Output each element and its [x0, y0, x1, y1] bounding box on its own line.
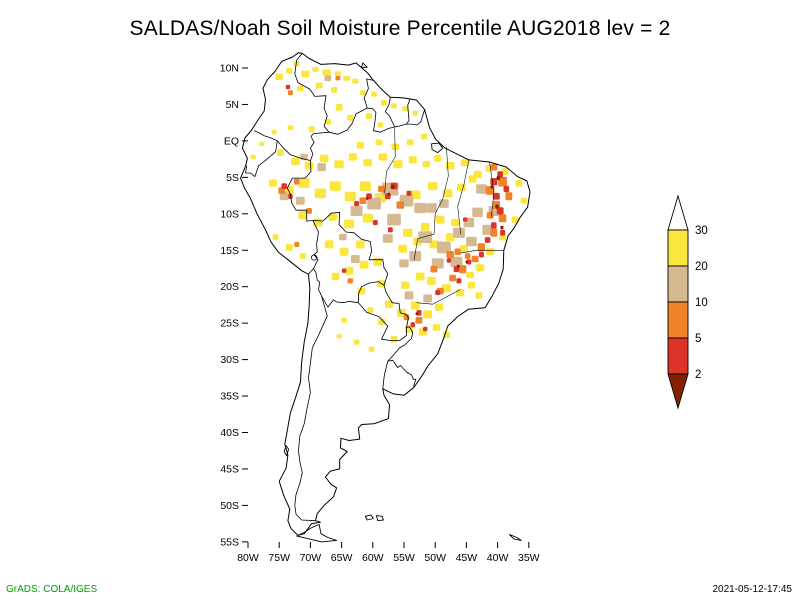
chart-title: SALDAS/Noah Soil Moisture Percentile AUG…: [129, 17, 671, 40]
country-border: [383, 285, 409, 328]
country-border: [384, 97, 395, 128]
lat-tick-label: 10N: [220, 63, 239, 75]
colorbar-arrow-top: [667, 194, 689, 231]
country-border: [358, 302, 407, 341]
colorbar-tick-label: 30: [695, 225, 708, 237]
lon-tick-label: 70W: [300, 552, 322, 564]
lon-tick-label: 50W: [424, 552, 446, 564]
state-border: [457, 159, 470, 235]
state-border: [489, 161, 495, 217]
country-border: [394, 123, 407, 128]
lat-tick-label: 15S: [220, 245, 239, 257]
country-border: [308, 268, 314, 275]
country-border: [294, 53, 330, 133]
colorbar-segment: [667, 337, 689, 375]
country-border: [387, 359, 417, 387]
country-border: [382, 361, 389, 389]
lat-tick-label: 5S: [226, 172, 239, 184]
country-border: [321, 295, 359, 308]
country-border: [387, 326, 414, 362]
island-outline: [509, 534, 522, 541]
country-border: [312, 220, 319, 269]
colorbar-tick-label: 20: [695, 261, 708, 273]
colorbar-tick-label: 10: [695, 297, 708, 309]
colorbar-arrow-bottom: [667, 373, 689, 410]
island-outline: [283, 445, 290, 457]
island-outline: [376, 515, 384, 522]
island-outline: [431, 142, 444, 154]
state-border: [433, 146, 449, 235]
state-border: [384, 127, 396, 194]
country-border: [329, 107, 368, 135]
lat-tick-label: 40S: [220, 427, 239, 439]
lat-tick-label: 20S: [220, 281, 239, 293]
footer-grads-credit: GrADS: COLA/IGES: [6, 584, 98, 595]
coastline: [240, 52, 531, 536]
country-border: [254, 130, 278, 142]
lon-tick-label: 45W: [456, 552, 478, 564]
country-border: [286, 160, 313, 222]
country-border: [363, 78, 374, 109]
island-outline: [364, 514, 374, 521]
lon-tick-label: 80W: [237, 552, 259, 564]
country-border: [406, 98, 411, 125]
lake-titicaca: [310, 254, 318, 261]
lon-tick-label: 75W: [268, 552, 290, 564]
island-outline: [296, 523, 338, 543]
colorbar: 30 20 10 5 2: [667, 194, 708, 410]
country-border: [312, 211, 389, 286]
lon-tick-label: 35W: [518, 552, 540, 564]
colorbar-tick-label: 5: [695, 333, 701, 345]
colorbar-tick-label: 2: [695, 369, 701, 381]
country-border: [406, 109, 425, 126]
lat-tick-label: 50S: [220, 500, 239, 512]
map-outlines: [240, 52, 531, 543]
colorbar-segment: [667, 229, 689, 267]
state-border: [460, 250, 504, 254]
island-outline: [361, 62, 368, 68]
lat-tick-label: 10S: [220, 208, 239, 220]
lat-tick-label: 5N: [226, 99, 239, 111]
country-border: [313, 268, 322, 297]
country-border: [367, 107, 395, 133]
soil-moisture-shading: [250, 61, 527, 352]
lon-tick-label: 40W: [487, 552, 509, 564]
country-border: [310, 131, 330, 161]
lon-tick-label: 60W: [362, 552, 384, 564]
state-border: [413, 233, 435, 261]
country-border: [358, 281, 385, 303]
lat-tick-label: 30S: [220, 354, 239, 366]
lat-tick-label: 45S: [220, 463, 239, 475]
lat-tick-label: 55S: [220, 536, 239, 548]
state-border: [416, 289, 461, 305]
country-border: [245, 140, 278, 177]
lat-tick-label: EQ: [224, 135, 239, 147]
map-axes: 10N 5N EQ 5S 10S 15S 20S 25S 30S 35S 40S 45S 50S 55S 8…: [220, 63, 540, 565]
lat-tick-label: 35S: [220, 391, 239, 403]
colorbar-segment: [667, 301, 689, 339]
lon-tick-label: 55W: [393, 552, 415, 564]
country-border: [294, 296, 328, 522]
lat-tick-label: 25S: [220, 318, 239, 330]
colorbar-segment: [667, 265, 689, 303]
lon-tick-label: 65W: [331, 552, 353, 564]
footer-timestamp: 2021-05-12-17:45: [712, 584, 792, 595]
country-border: [276, 140, 311, 161]
